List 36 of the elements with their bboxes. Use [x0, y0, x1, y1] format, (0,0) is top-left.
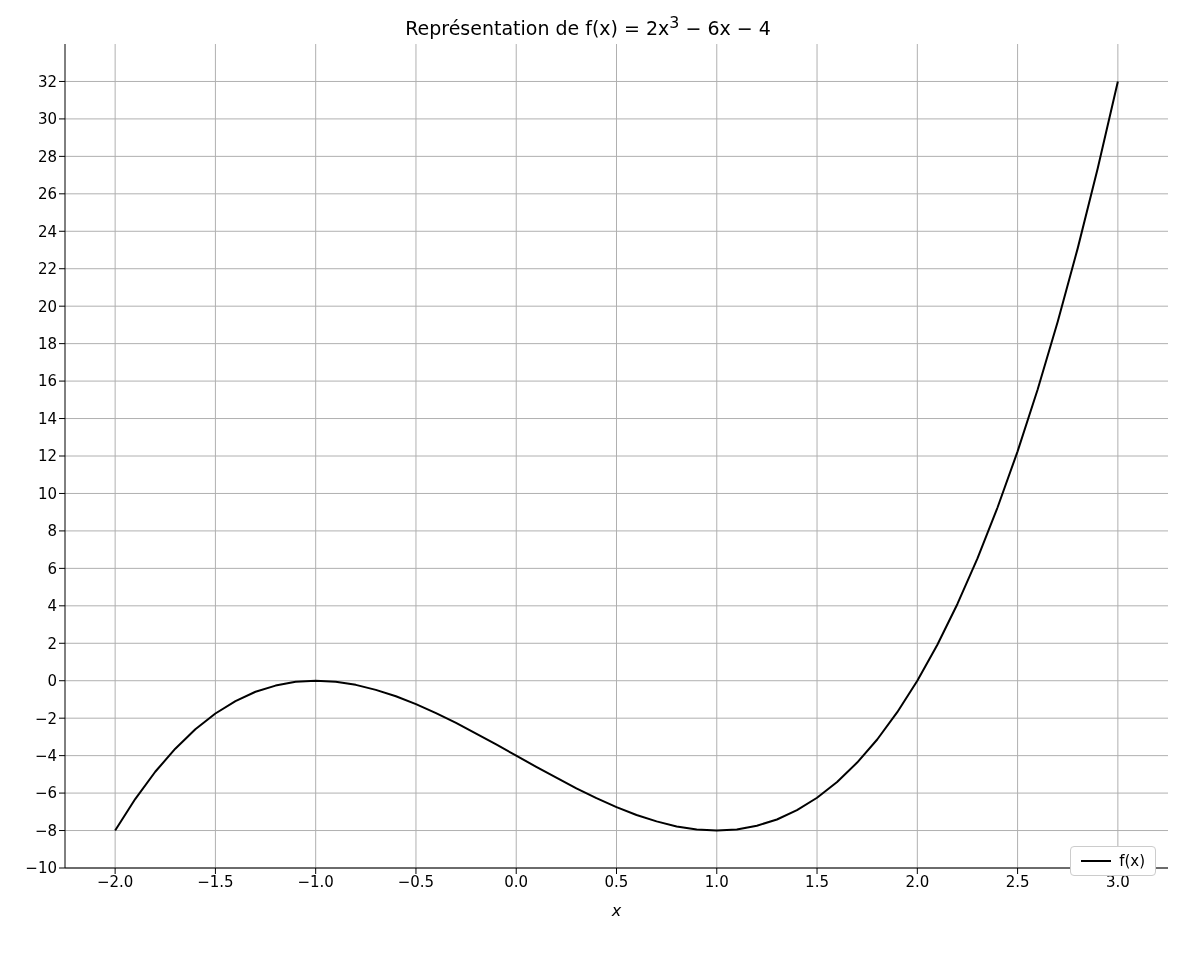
- y-tick-label: 26: [37, 185, 57, 204]
- x-tick-label: −2.0: [96, 872, 134, 891]
- x-tick-label: 2.0: [905, 872, 930, 891]
- x-tick-label: 0.5: [604, 872, 629, 891]
- y-tick-label: 8: [47, 522, 57, 541]
- y-tick-label: 30: [37, 110, 57, 129]
- y-tick-label: −4: [34, 746, 57, 765]
- y-tick-label: 24: [37, 222, 57, 241]
- y-tick-label: 14: [37, 409, 57, 428]
- x-tick-label: 2.5: [1005, 872, 1030, 891]
- y-tick-label: 4: [47, 597, 57, 616]
- y-tick-label: 18: [37, 334, 57, 353]
- y-tick-label: 0: [47, 672, 57, 691]
- x-tick-label: 0.0: [504, 872, 529, 891]
- x-tick-label: −0.5: [397, 872, 435, 891]
- y-tick-label: −6: [34, 784, 57, 803]
- y-tick-label: −2: [34, 709, 57, 728]
- y-tick-label: 10: [37, 484, 57, 503]
- line-series: [114, 80, 1119, 832]
- chart-title: Représentation de f(x) = 2x$^{3}$ − 6x − 4: [404, 12, 772, 40]
- y-tick-label: 2: [47, 634, 57, 653]
- y-tick-label: −10: [25, 859, 57, 878]
- y-tick-label: 28: [37, 147, 57, 166]
- y-tick-label: −8: [34, 821, 57, 840]
- y-tick-label: 6: [47, 559, 57, 578]
- x-tick-label: 1.0: [704, 872, 729, 891]
- y-tick-label: 20: [37, 297, 57, 316]
- x-tick-label: −1.5: [197, 872, 234, 891]
- legend-label: f(x): [1119, 852, 1145, 870]
- y-tick-label: 16: [37, 372, 57, 391]
- x-axis-title: x: [610, 901, 622, 920]
- y-tick-label: 12: [37, 447, 57, 466]
- y-tick-label: 22: [37, 260, 57, 279]
- y-tick-label: 32: [37, 72, 57, 91]
- x-tick-label: 1.5: [805, 872, 829, 891]
- x-tick-label: −1.0: [297, 872, 334, 891]
